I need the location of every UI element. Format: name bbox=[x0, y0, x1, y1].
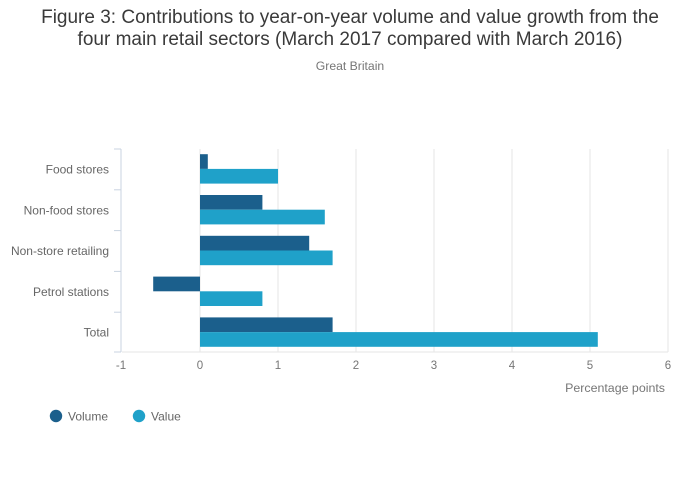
svg-text:2: 2 bbox=[353, 360, 359, 372]
svg-text:Non-food stores: Non-food stores bbox=[24, 203, 109, 217]
svg-text:0: 0 bbox=[197, 360, 203, 372]
svg-text:Food stores: Food stores bbox=[46, 163, 109, 177]
svg-text:Percentage points: Percentage points bbox=[565, 381, 665, 395]
svg-text:5: 5 bbox=[587, 360, 593, 372]
svg-text:Value: Value bbox=[151, 410, 181, 424]
svg-text:Volume: Volume bbox=[68, 410, 108, 424]
svg-text:6: 6 bbox=[665, 360, 671, 372]
svg-text:1: 1 bbox=[275, 360, 281, 372]
svg-text:Non-store retailing: Non-store retailing bbox=[11, 244, 109, 258]
svg-text:Total: Total bbox=[84, 326, 109, 340]
svg-text:4: 4 bbox=[509, 360, 516, 372]
svg-text:Petrol stations: Petrol stations bbox=[33, 285, 109, 299]
svg-text:-1: -1 bbox=[116, 360, 126, 372]
svg-text:3: 3 bbox=[431, 360, 437, 372]
